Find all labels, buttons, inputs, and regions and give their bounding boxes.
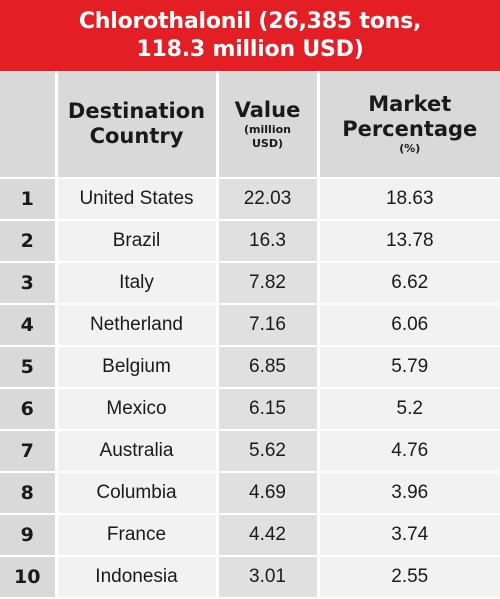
table-row: 4 Netherland 7.16 6.06 [0, 304, 500, 346]
row-value: 4.42 [217, 514, 318, 556]
row-value: 5.62 [217, 430, 318, 472]
row-percentage: 5.2 [318, 388, 500, 430]
row-rank: 5 [0, 346, 56, 388]
table-row: 9 France 4.42 3.74 [0, 514, 500, 556]
row-rank: 7 [0, 430, 56, 472]
title-line-2: 118.3 million USD) [136, 36, 363, 64]
table-row: 10 Indonesia 3.01 2.55 [0, 556, 500, 598]
header-value: Value (million USD) [217, 71, 318, 178]
row-percentage: 6.62 [318, 262, 500, 304]
row-percentage: 18.63 [318, 178, 500, 220]
row-country: Belgium [56, 346, 217, 388]
row-rank: 10 [0, 556, 56, 598]
header-value-line-1: Value [219, 98, 317, 123]
header-row: Destination Country Value (million USD) … [0, 71, 500, 178]
header-value-line-3: USD) [219, 137, 317, 151]
table-body: 1 United States 22.03 18.63 2 Brazil 16.… [0, 178, 500, 598]
row-percentage: 4.76 [318, 430, 500, 472]
row-country: Columbia [56, 472, 217, 514]
header-country-line-2: Country [58, 124, 216, 149]
row-value: 6.85 [217, 346, 318, 388]
header-value-line-2: (million [219, 123, 317, 137]
table-row: 8 Columbia 4.69 3.96 [0, 472, 500, 514]
header-percentage-line-3: (%) [320, 142, 500, 156]
table-row: 6 Mexico 6.15 5.2 [0, 388, 500, 430]
header-percentage: Market Percentage (%) [318, 71, 500, 178]
row-country: Netherland [56, 304, 217, 346]
row-country: Australia [56, 430, 217, 472]
row-rank: 6 [0, 388, 56, 430]
header-rank [0, 71, 56, 178]
row-value: 22.03 [217, 178, 318, 220]
row-percentage: 5.79 [318, 346, 500, 388]
header-country: Destination Country [56, 71, 217, 178]
row-value: 4.69 [217, 472, 318, 514]
row-value: 6.15 [217, 388, 318, 430]
row-country: France [56, 514, 217, 556]
row-percentage: 6.06 [318, 304, 500, 346]
table-row: 7 Australia 5.62 4.76 [0, 430, 500, 472]
row-value: 7.16 [217, 304, 318, 346]
row-percentage: 3.96 [318, 472, 500, 514]
row-country: Italy [56, 262, 217, 304]
row-value: 7.82 [217, 262, 318, 304]
table-row: 1 United States 22.03 18.63 [0, 178, 500, 220]
row-value: 3.01 [217, 556, 318, 598]
title-banner: Chlorothalonil (26,385 tons, 118.3 milli… [0, 0, 500, 71]
row-country: Indonesia [56, 556, 217, 598]
row-country: Brazil [56, 220, 217, 262]
table-row: 5 Belgium 6.85 5.79 [0, 346, 500, 388]
table-row: 2 Brazil 16.3 13.78 [0, 220, 500, 262]
row-country: United States [56, 178, 217, 220]
row-rank: 4 [0, 304, 56, 346]
destination-table: Destination Country Value (million USD) … [0, 71, 500, 599]
table-row: 3 Italy 7.82 6.62 [0, 262, 500, 304]
row-rank: 1 [0, 178, 56, 220]
row-percentage: 3.74 [318, 514, 500, 556]
row-percentage: 2.55 [318, 556, 500, 598]
row-rank: 8 [0, 472, 56, 514]
row-rank: 2 [0, 220, 56, 262]
row-rank: 9 [0, 514, 56, 556]
title-line-1: Chlorothalonil (26,385 tons, [79, 8, 421, 36]
header-country-line-1: Destination [58, 99, 216, 124]
row-rank: 3 [0, 262, 56, 304]
row-value: 16.3 [217, 220, 318, 262]
header-percentage-line-1: Market [320, 92, 500, 117]
header-percentage-line-2: Percentage [320, 117, 500, 142]
row-percentage: 13.78 [318, 220, 500, 262]
row-country: Mexico [56, 388, 217, 430]
